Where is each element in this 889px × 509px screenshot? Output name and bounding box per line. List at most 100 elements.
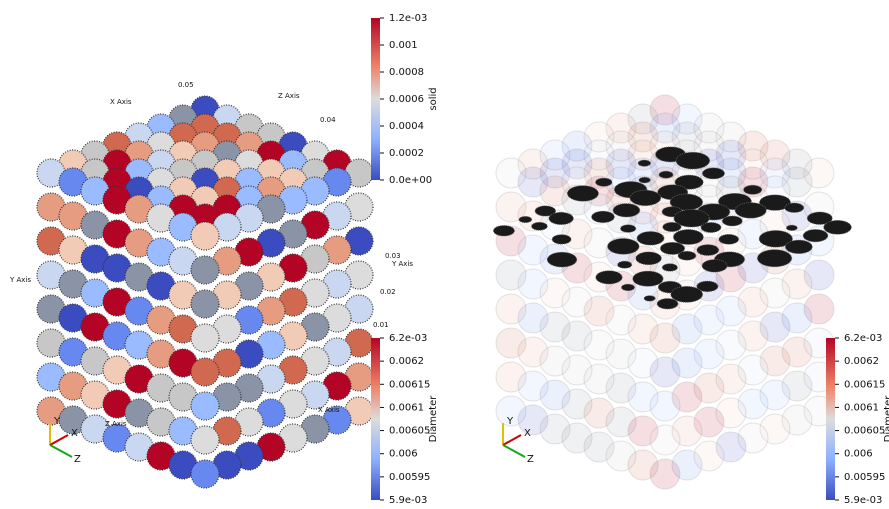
- colorbar-label: 0.0002: [389, 148, 424, 159]
- colorbar-label: 0.0061: [389, 402, 424, 413]
- colorbar-label: 0.0008: [389, 67, 424, 78]
- slice-section: [678, 251, 696, 260]
- orientation-label: Z: [527, 454, 534, 465]
- axis-label: Z Axis: [105, 420, 127, 428]
- colorbar-label: 1.2e-03: [389, 13, 427, 24]
- slice-section: [592, 211, 615, 222]
- colorbar-label: 0.006: [844, 449, 873, 460]
- colorbar-label: 0.00615: [844, 379, 885, 390]
- slice-section: [493, 225, 514, 236]
- colorbar-label: 0.0e+00: [389, 175, 432, 186]
- sphere: [191, 358, 219, 386]
- slice-section: [547, 252, 577, 267]
- axis-x: [50, 435, 68, 445]
- colorbar: [371, 338, 380, 500]
- axis-tick: 0.04: [320, 116, 336, 124]
- sphere: [650, 323, 680, 353]
- slice-section: [786, 225, 797, 230]
- slice-section: [697, 245, 719, 256]
- slice-section: [531, 222, 547, 230]
- colorbar-label: 0.00595: [844, 472, 885, 483]
- slice-section: [663, 222, 681, 231]
- slice-section: [824, 220, 852, 234]
- slice-section: [638, 160, 651, 166]
- axis-tick: 0.03: [385, 252, 401, 260]
- sphere: [191, 324, 219, 352]
- axis-tick: 0.02: [380, 288, 396, 296]
- colorbar-title: solid: [428, 87, 439, 110]
- sphere: [650, 425, 680, 455]
- slice-section: [757, 250, 791, 267]
- colorbar-label: 0.006: [389, 449, 418, 460]
- slice-section: [659, 171, 673, 178]
- slice-section: [549, 212, 574, 224]
- colorbar-label: 6.2e-03: [389, 333, 427, 344]
- axis-label: Y Axis: [391, 260, 413, 268]
- colorbar-label: 5.9e-03: [389, 495, 427, 506]
- orientation-label: Y: [53, 416, 61, 427]
- slice-section: [620, 225, 635, 233]
- colorbar-label: 0.0062: [389, 356, 424, 367]
- sphere: [191, 222, 219, 250]
- colorbar-label: 5.9e-03: [844, 495, 882, 506]
- slice-section: [719, 234, 739, 244]
- slice-section: [662, 264, 677, 272]
- axis-tick: 0.05: [178, 81, 194, 89]
- colorbar-label: 0.0004: [389, 121, 424, 132]
- sphere: [191, 392, 219, 420]
- slice-section: [552, 235, 571, 244]
- colorbar-label: 0.0006: [389, 94, 424, 105]
- orientation-label: X: [524, 428, 531, 439]
- colorbar-label: 0.001: [389, 40, 418, 51]
- axis-tick: 0.01: [373, 321, 389, 329]
- slice-section: [676, 152, 710, 169]
- colorbar-label: 0.00605: [844, 426, 885, 437]
- slice-section: [785, 203, 804, 213]
- sphere: [191, 426, 219, 454]
- colorbar-label: 0.00605: [389, 426, 430, 437]
- orientation-label: X: [71, 428, 78, 439]
- sphere: [650, 357, 680, 387]
- slice-section: [613, 204, 640, 217]
- slice-section: [744, 185, 762, 194]
- slice-section: [630, 190, 661, 205]
- colorbar: [371, 18, 380, 180]
- slice-section: [621, 284, 634, 291]
- slice-section: [701, 222, 721, 232]
- slice-section: [735, 203, 766, 219]
- slice-section: [519, 216, 532, 222]
- slice-section: [567, 186, 598, 202]
- colorbar: [826, 338, 835, 500]
- slice-section: [702, 260, 727, 273]
- slice-section: [639, 177, 650, 183]
- axis-x: [503, 435, 521, 445]
- slice-section: [673, 230, 703, 245]
- colorbar-label: 0.00595: [389, 472, 430, 483]
- axis-label: Z Axis: [278, 92, 300, 100]
- colorbar-title: Diameter: [428, 395, 439, 443]
- sphere: [191, 460, 219, 488]
- colorbar-label: 0.0062: [844, 356, 879, 367]
- slice-section: [636, 252, 662, 265]
- slice-section: [657, 298, 678, 308]
- axis-z: [503, 445, 525, 457]
- slice-section: [785, 240, 812, 253]
- sphere: [191, 256, 219, 284]
- orientation-label: Z: [74, 454, 81, 465]
- slice-section: [803, 229, 828, 241]
- axis-label: X Axis: [318, 406, 340, 414]
- slice-section: [608, 239, 640, 255]
- sphere-cloud: [37, 96, 373, 488]
- orientation-label: Y: [506, 416, 514, 427]
- paraview-render: 1.2e-03 0.001 0.0008 0.0006 0.0004 0.0002 0.0e…: [0, 0, 889, 509]
- slice-section: [671, 286, 703, 302]
- axis-label: X Axis: [110, 98, 132, 106]
- sphere: [650, 391, 680, 421]
- colorbar-label: 0.00615: [389, 379, 430, 390]
- colorbar-title: Diameter: [883, 395, 889, 443]
- slice-section: [596, 178, 613, 186]
- slice-section: [644, 296, 655, 302]
- slice-section: [722, 216, 742, 226]
- sphere: [650, 459, 680, 489]
- slice-section: [596, 271, 622, 284]
